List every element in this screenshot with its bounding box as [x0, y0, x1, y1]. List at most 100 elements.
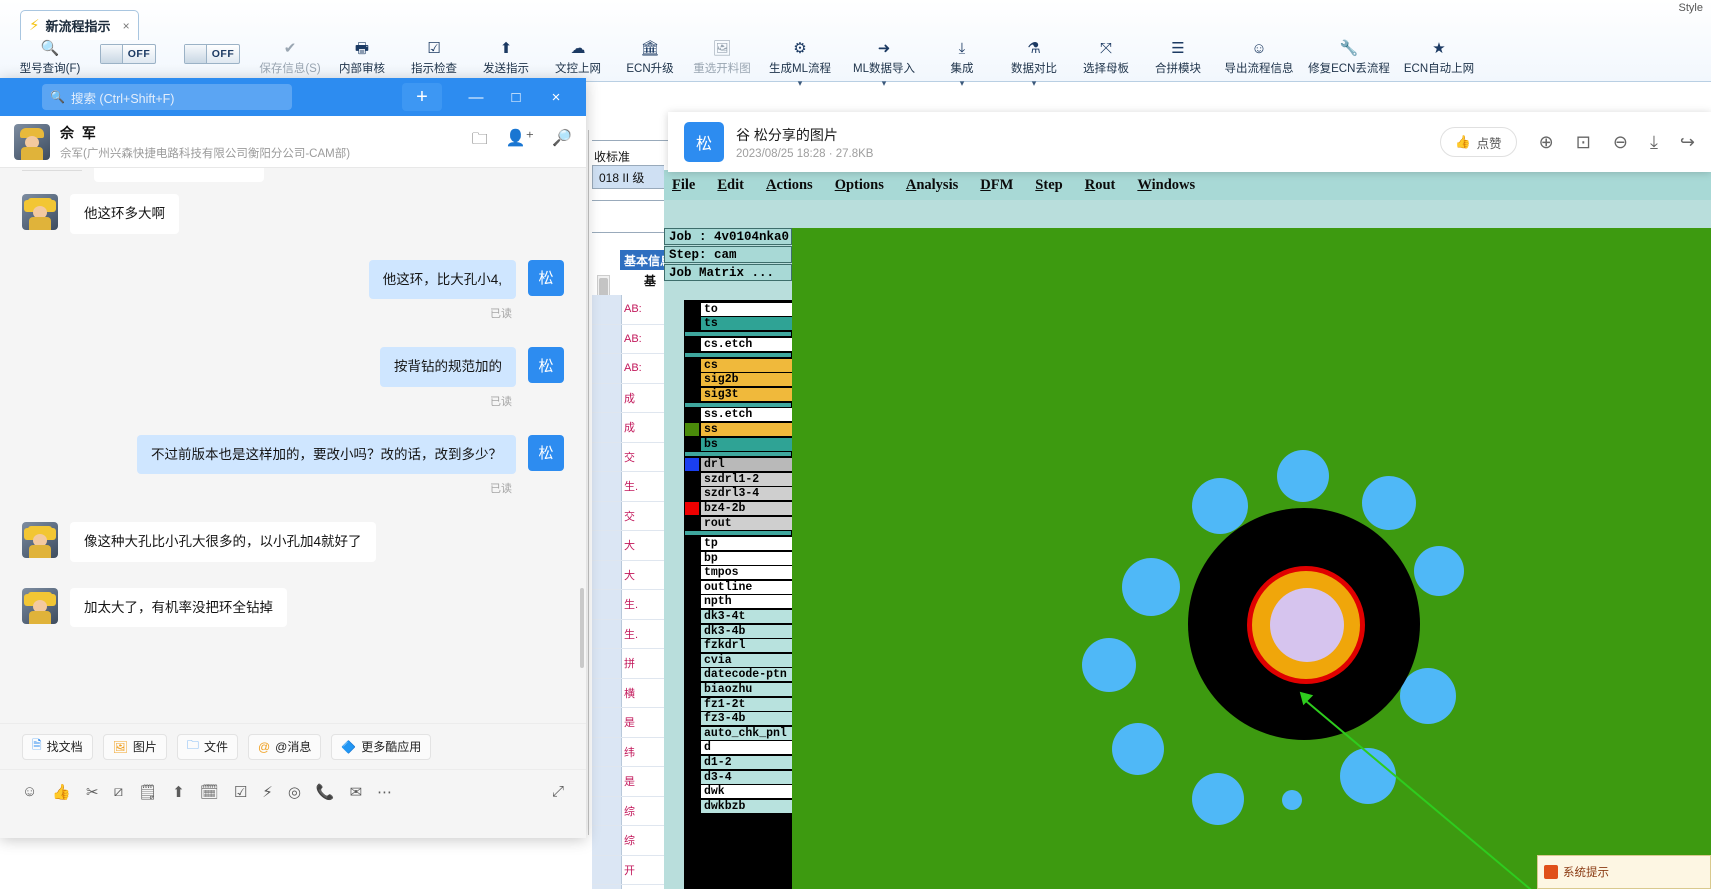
- chat-scrollbar[interactable]: [580, 588, 584, 668]
- toolbar-button-generate-ml-flow[interactable]: ⚙ 生成ML流程 ▾: [758, 38, 842, 88]
- toolbar-button-repair-ecn-lost-flow[interactable]: 🔧 修复ECN丢流程: [1304, 38, 1394, 76]
- emoji-icon[interactable]: ☺: [22, 783, 38, 800]
- thumbsup-icon[interactable]: 👍: [52, 783, 72, 801]
- layer-color-swatch[interactable]: [685, 683, 699, 697]
- toggle-knob[interactable]: [185, 45, 207, 63]
- quick-action-更多酷应用[interactable]: 🔷 更多酷应用: [331, 733, 432, 760]
- layer-name[interactable]: dk3-4b: [701, 624, 792, 638]
- message-bubble[interactable]: 他这环，比大孔小4,: [368, 259, 516, 300]
- layer-name[interactable]: d1-2: [701, 756, 792, 770]
- layer-color-swatch[interactable]: [685, 653, 699, 667]
- row-selector[interactable]: [592, 442, 622, 471]
- sheet-row[interactable]: 拼: [592, 649, 708, 679]
- sheet-row[interactable]: 交: [592, 501, 708, 531]
- chevron-down-icon[interactable]: ▾: [1031, 78, 1037, 88]
- layer-name[interactable]: fz3-4b: [701, 712, 792, 726]
- sheet-row[interactable]: 综: [592, 826, 708, 856]
- cam-menu-file[interactable]: File: [672, 176, 696, 193]
- layer-name[interactable]: dwk: [701, 785, 792, 799]
- layer-color-swatch[interactable]: [685, 472, 699, 486]
- layer-row[interactable]: ts: [684, 317, 792, 332]
- layer-row[interactable]: d3-4: [684, 770, 792, 785]
- layer-color-swatch[interactable]: [685, 756, 699, 770]
- layer-name[interactable]: szdrl3-4: [701, 487, 792, 501]
- toolbar-button-ecn-upgrade[interactable]: 🏛 ECN升级: [614, 38, 686, 76]
- row-selector[interactable]: [592, 383, 622, 412]
- layer-color-swatch[interactable]: [685, 487, 699, 501]
- layer-name[interactable]: npth: [701, 595, 792, 609]
- layer-color-swatch[interactable]: [685, 580, 699, 594]
- layer-name[interactable]: dk3-4t: [701, 610, 792, 624]
- layer-color-swatch[interactable]: [685, 302, 699, 316]
- layer-row[interactable]: bz4-2b: [684, 501, 792, 516]
- cam-menu-windows[interactable]: Windows: [1137, 176, 1196, 193]
- zoom-in-icon[interactable]: ⊕: [1538, 131, 1554, 152]
- folder-minus-icon[interactable]: 🗀: [471, 131, 488, 148]
- sheet-row[interactable]: 是: [592, 708, 708, 738]
- cam-menu-analysis[interactable]: Analysis: [905, 176, 959, 193]
- zoom-out-icon[interactable]: ⊖: [1612, 131, 1628, 152]
- sheet-row[interactable]: 大: [592, 531, 708, 561]
- row-selector[interactable]: [592, 472, 622, 501]
- message-bubble[interactable]: 加太大了，有机率没把环全钻掉: [70, 587, 287, 628]
- sheet-row[interactable]: AB:: [592, 354, 708, 384]
- sheet-row[interactable]: 开: [592, 855, 708, 885]
- layer-name[interactable]: datecode-ptn: [701, 668, 792, 682]
- sheet-row[interactable]: 交: [592, 442, 708, 472]
- layer-row[interactable]: ss.etch: [684, 408, 792, 423]
- row-selector[interactable]: [592, 560, 622, 589]
- toolbar-button-ml-data-import[interactable]: ➜ ML数据导入 ▾: [842, 38, 926, 88]
- layer-row[interactable]: drl: [684, 457, 792, 472]
- upload-file-icon[interactable]: ⬆: [172, 783, 185, 801]
- row-selector[interactable]: [592, 413, 622, 442]
- sheet-row[interactable]: 横: [592, 678, 708, 708]
- close-button[interactable]: ×: [551, 88, 561, 106]
- row-selector[interactable]: [592, 649, 622, 678]
- sheet-row[interactable]: 成: [592, 413, 708, 443]
- quick-action-图片[interactable]: 🖼 图片: [102, 733, 167, 760]
- phone-icon[interactable]: 📞: [315, 783, 335, 801]
- layer-color-swatch[interactable]: [685, 697, 699, 711]
- quick-action-@消息[interactable]: @ @消息: [247, 733, 322, 760]
- layer-row[interactable]: ss: [684, 422, 792, 437]
- chevron-down-icon[interactable]: ▾: [959, 78, 965, 88]
- layer-row[interactable]: sig3t: [684, 387, 792, 402]
- layer-name[interactable]: tmpos: [701, 566, 792, 580]
- cam-menu-rout[interactable]: Rout: [1084, 176, 1116, 193]
- sheet-row[interactable]: 生.: [592, 590, 708, 620]
- quick-action-找文档[interactable]: 🗎 找文档: [22, 733, 93, 760]
- sheet-row[interactable]: 纬: [592, 737, 708, 767]
- avatar[interactable]: [14, 123, 50, 160]
- toolbar-button-select-master-panel[interactable]: ⤧ 选择母板: [1070, 38, 1142, 76]
- maximize-button[interactable]: □: [511, 88, 521, 106]
- row-selector[interactable]: [592, 354, 622, 383]
- layer-color-swatch[interactable]: [685, 624, 699, 638]
- layer-color-swatch[interactable]: [685, 770, 699, 784]
- layer-row[interactable]: bs: [684, 437, 792, 452]
- calendar-icon[interactable]: 🗓: [199, 783, 219, 801]
- avatar[interactable]: [22, 522, 58, 559]
- sheet-row[interactable]: 生.: [592, 472, 708, 502]
- layer-name[interactable]: szdrl1-2: [701, 472, 792, 486]
- layer-name[interactable]: biaozhu: [701, 683, 792, 697]
- layer-name[interactable]: ss: [701, 422, 792, 436]
- layer-name[interactable]: cs: [701, 358, 792, 372]
- row-selector[interactable]: [592, 619, 622, 648]
- layer-row[interactable]: dwk: [684, 784, 792, 799]
- cam-drawing-canvas[interactable]: 系统提示: [792, 228, 1711, 889]
- sheet-row[interactable]: 是: [592, 767, 708, 797]
- row-selector[interactable]: [592, 796, 622, 825]
- layer-color-swatch[interactable]: [685, 458, 699, 472]
- layer-color-swatch[interactable]: [685, 566, 699, 580]
- save-icon[interactable]: ⤓: [1649, 131, 1658, 152]
- layer-row[interactable]: to: [684, 302, 792, 317]
- toggle-switch-2[interactable]: OFF: [170, 38, 254, 64]
- layer-row[interactable]: bp: [684, 551, 792, 566]
- layer-name[interactable]: fz1-2t: [701, 697, 792, 711]
- avatar[interactable]: 松: [528, 347, 564, 384]
- mail-icon[interactable]: ✉: [349, 783, 363, 801]
- row-selector[interactable]: [592, 737, 622, 766]
- toolbar-button-export-flow-info[interactable]: ☺ 导出流程信息: [1214, 38, 1304, 76]
- layer-row[interactable]: dwkbzb: [684, 799, 792, 814]
- row-selector[interactable]: [592, 767, 622, 796]
